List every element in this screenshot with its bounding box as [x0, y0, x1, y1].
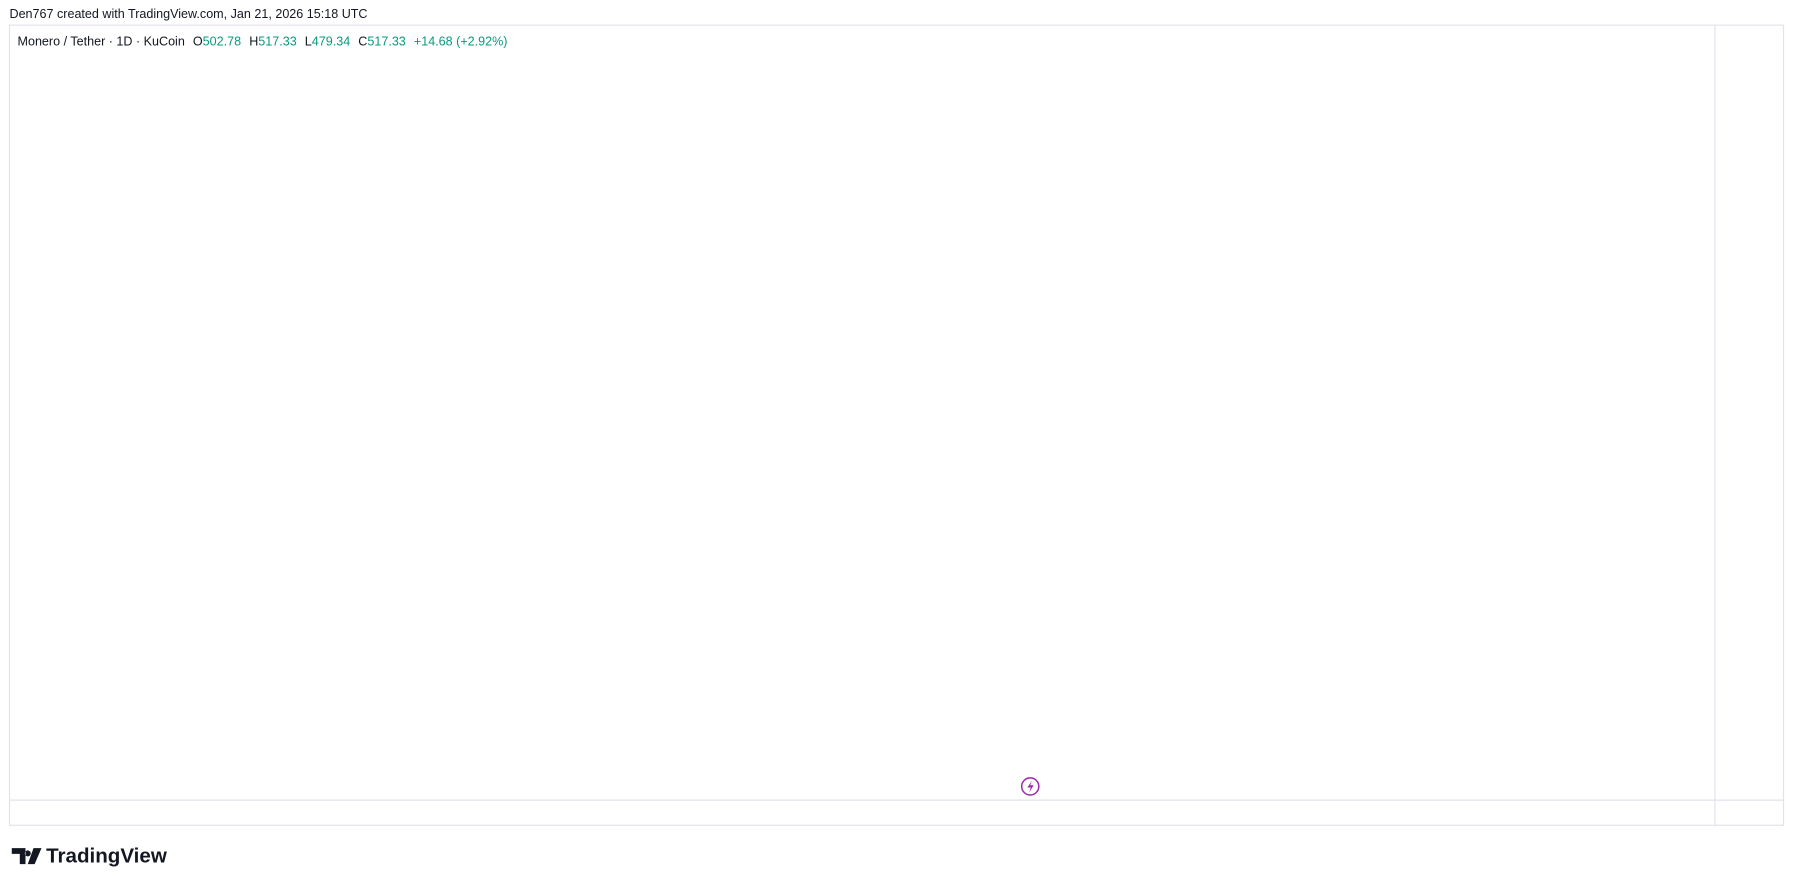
alert-bolt — [1027, 780, 1034, 793]
legend-low: 479.34 — [312, 35, 350, 49]
legend: Monero / Tether · 1D · KuCoin O502.78 H5… — [18, 35, 508, 49]
symbol: Monero / Tether · 1D · KuCoin — [18, 35, 185, 49]
legend-key: O — [193, 35, 203, 49]
footer-logo[interactable]: TradingView — [11, 845, 168, 868]
legend-key: C — [358, 35, 367, 49]
frame — [8, 24, 1785, 826]
alert-icon[interactable] — [1020, 777, 1040, 796]
legend-open: 502.78 — [203, 35, 241, 49]
legend-key: L — [305, 35, 312, 49]
legend-key: H — [249, 35, 258, 49]
legend-close: 517.33 — [367, 35, 405, 49]
legend-high: 517.33 — [258, 35, 296, 49]
attribution: Den767 created with TradingView.com, Jan… — [9, 7, 367, 21]
brand: TradingView — [46, 845, 168, 868]
legend-change: +14.68 (+2.92%) — [414, 35, 508, 49]
logo-mark — [11, 848, 42, 865]
